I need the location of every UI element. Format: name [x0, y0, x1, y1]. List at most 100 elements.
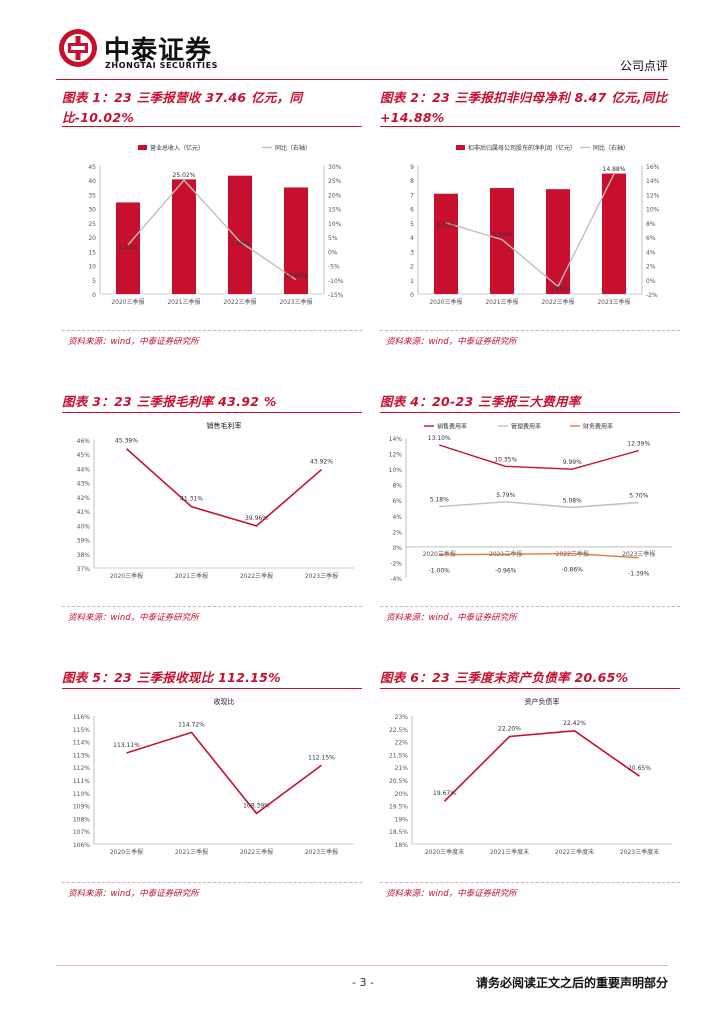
- source-note: 资料来源：wind，中泰证券研究所: [68, 889, 199, 899]
- y2-tick-label: 16%: [646, 164, 660, 171]
- y-tick-label: 37%: [77, 566, 91, 573]
- brand-name: 中泰证券: [104, 36, 213, 66]
- data-label: 41.31%: [180, 496, 203, 503]
- x-tick-label: 2022三季报: [240, 572, 273, 580]
- series-line: [443, 730, 640, 802]
- y2-tick-label: 14%: [646, 178, 660, 185]
- figure-rule: [62, 126, 362, 127]
- bar: [228, 175, 252, 294]
- y-tick-label: 22.5%: [389, 727, 408, 734]
- y-tick-label: 21.5%: [389, 752, 408, 759]
- y-tick-label: 19%: [395, 816, 409, 823]
- y-tick-label: 108%: [73, 816, 90, 823]
- x-tick-label: 2020三季报: [110, 572, 143, 580]
- figure-rule-bottom: [62, 882, 362, 883]
- figure-title: 图表 5：23 三季报收现比 112.15%: [62, 670, 282, 685]
- y-tick-label: 107%: [73, 829, 90, 836]
- data-label: 5.65%: [492, 232, 511, 239]
- y-tick-label: 116%: [73, 714, 90, 721]
- y-tick-label: 38%: [77, 552, 91, 559]
- data-label: 5.70%: [629, 493, 648, 500]
- y-tick-label: 115%: [73, 727, 90, 734]
- data-label: 114.72%: [178, 721, 205, 728]
- y-tick-label: 2%: [392, 529, 402, 536]
- footer-disclaimer: 请务必阅读正文之后的重要声明部分: [475, 976, 668, 990]
- y-tick-label: 40: [88, 178, 96, 185]
- x-tick-label: 2021三季报: [167, 298, 200, 306]
- data-label: 113.11%: [113, 742, 140, 749]
- y-tick-label: 18.5%: [389, 829, 408, 836]
- bar: [602, 173, 626, 294]
- zhongtai-logo-icon: [59, 29, 97, 67]
- y2-tick-label: 10%: [328, 221, 342, 228]
- y2-tick-label: 0%: [328, 249, 338, 256]
- figure-rule-bottom: [380, 606, 680, 607]
- data-label: -0.95%: [547, 286, 569, 293]
- y-tick-label: 0: [92, 292, 96, 299]
- y-tick-label: 45: [88, 164, 96, 171]
- data-label: 8.01%: [436, 222, 455, 229]
- y-tick-label: 20.5%: [389, 778, 408, 785]
- bar: [172, 179, 196, 294]
- y-tick-label: 40%: [77, 523, 91, 530]
- data-label: 39.96%: [245, 515, 268, 522]
- figure-2: 图表 2：23 三季报扣非归母净利 8.47 亿元,同比+14.88% 扣非后归…: [380, 88, 680, 358]
- x-tick-label: 2023三季报: [305, 572, 338, 580]
- figure-rule-bottom: [62, 606, 362, 607]
- source-note: 资料来源：wind，中泰证券研究所: [68, 613, 199, 623]
- x-tick-label: 2023三季报: [622, 550, 655, 558]
- y2-tick-label: 0%: [646, 278, 656, 285]
- y2-tick-label: 8%: [646, 221, 656, 228]
- y-tick-label: 109%: [73, 804, 90, 811]
- y-tick-label: 22%: [395, 740, 409, 747]
- y-tick-label: 113%: [73, 752, 90, 759]
- chart-net-profit: 扣非后归属母公司股东的净利润（亿元） 同比（右轴） 0 1 2 3 4 5 6 7 8 9 -2% 0% 2…: [410, 144, 660, 306]
- legend-swatch-bar: [138, 145, 147, 150]
- figure-title: 图表 2：23 三季报扣非归母净利 8.47 亿元,同比+14.88%: [380, 90, 668, 125]
- y-tick-label: 46%: [77, 438, 91, 445]
- y-tick-label: 8: [410, 178, 414, 185]
- legend-label: 管理费用率: [511, 423, 541, 431]
- y-tick-label: 5: [92, 278, 96, 285]
- y-tick-label: 114%: [73, 740, 90, 747]
- data-label: 43.92%: [310, 459, 333, 466]
- data-label: 3.40%: [230, 241, 249, 248]
- y-tick-label: 4: [410, 235, 414, 242]
- data-label: 22.20%: [498, 725, 521, 732]
- legend-label-bar: 扣非后归属母公司股东的净利润（亿元）: [468, 144, 576, 152]
- x-tick-label: 2020三季度末: [425, 848, 464, 856]
- y-tick-label: 2: [410, 264, 414, 271]
- x-tick-label: 2021三季度末: [490, 848, 529, 856]
- y2-tick-label: 20%: [328, 192, 342, 199]
- figure-rule: [380, 412, 680, 413]
- bar: [116, 202, 140, 294]
- data-label: -1.00%: [429, 568, 451, 575]
- data-label: 45.39%: [115, 438, 138, 445]
- y-tick-label: 10: [88, 264, 96, 271]
- x-tick-label: 2020三季报: [110, 848, 143, 856]
- data-label: 5.18%: [430, 497, 449, 504]
- report-type: 公司点评: [619, 59, 668, 73]
- y-tick-label: 39%: [77, 538, 91, 545]
- y-tick-label: 0: [410, 292, 414, 299]
- figure-title: 图表 1：23 三季报营收 37.46 亿元，同比-10.02%: [62, 90, 303, 125]
- y-tick-label: 106%: [73, 842, 90, 849]
- y-tick-label: 14%: [389, 436, 403, 443]
- y-tick-label: 1: [410, 278, 414, 285]
- y2-tick-label: -10%: [328, 278, 344, 285]
- x-tick-label: 2022三季报: [223, 298, 256, 306]
- bar: [546, 189, 570, 294]
- chart-cash-ratio: 收现比 106% 107% 108% 109% 110% 111% 112% 113% 114% 1…: [73, 697, 354, 856]
- legend-label-line: 同比（右轴）: [275, 144, 311, 152]
- series-line: [439, 501, 639, 509]
- y-tick-label: 110%: [73, 791, 90, 798]
- figure-title: 图表 6：23 三季度末资产负债率 20.65%: [380, 670, 629, 685]
- x-tick-label: 2020三季报: [423, 550, 456, 558]
- legend-label-bar: 营业总收入（亿元）: [150, 144, 204, 152]
- data-label: 108.39%: [243, 802, 270, 809]
- y-tick-label: 4%: [392, 514, 402, 521]
- x-tick-label: 2020三季报: [111, 298, 144, 306]
- y-tick-label: 42%: [77, 495, 91, 502]
- figure-rule-bottom: [62, 330, 362, 331]
- figure-5: 图表 5：23 三季报收现比 112.15% 收现比 106% 107% 108% 10…: [62, 668, 362, 908]
